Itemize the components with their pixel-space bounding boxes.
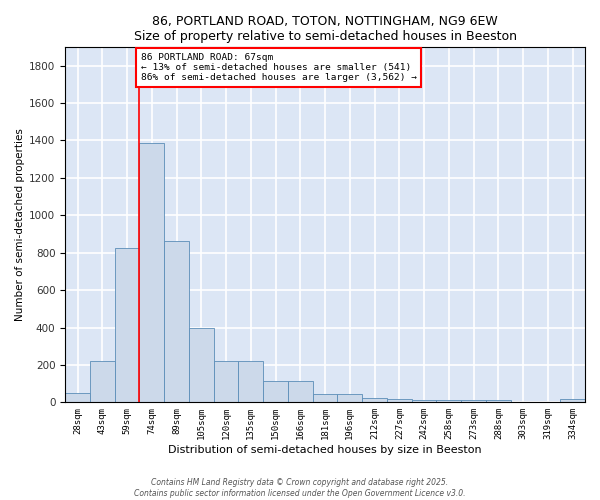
Bar bbox=[90, 361, 115, 403]
Bar bbox=[288, 381, 313, 402]
Bar bbox=[560, 398, 585, 402]
Bar bbox=[214, 361, 238, 403]
Bar bbox=[65, 393, 90, 402]
Bar bbox=[164, 242, 189, 402]
Bar bbox=[139, 144, 164, 402]
Bar bbox=[263, 381, 288, 402]
Bar bbox=[189, 328, 214, 402]
X-axis label: Distribution of semi-detached houses by size in Beeston: Distribution of semi-detached houses by … bbox=[168, 445, 482, 455]
Bar bbox=[387, 398, 412, 402]
Bar bbox=[115, 248, 139, 402]
Text: 86 PORTLAND ROAD: 67sqm
← 13% of semi-detached houses are smaller (541)
86% of s: 86 PORTLAND ROAD: 67sqm ← 13% of semi-de… bbox=[140, 52, 416, 82]
Y-axis label: Number of semi-detached properties: Number of semi-detached properties bbox=[15, 128, 25, 321]
Text: Contains HM Land Registry data © Crown copyright and database right 2025.
Contai: Contains HM Land Registry data © Crown c… bbox=[134, 478, 466, 498]
Bar bbox=[486, 400, 511, 402]
Bar bbox=[238, 361, 263, 403]
Bar bbox=[461, 400, 486, 402]
Bar bbox=[337, 394, 362, 402]
Bar bbox=[412, 400, 436, 402]
Bar bbox=[313, 394, 337, 402]
Title: 86, PORTLAND ROAD, TOTON, NOTTINGHAM, NG9 6EW
Size of property relative to semi-: 86, PORTLAND ROAD, TOTON, NOTTINGHAM, NG… bbox=[134, 15, 517, 43]
Bar bbox=[436, 400, 461, 402]
Bar bbox=[362, 398, 387, 402]
